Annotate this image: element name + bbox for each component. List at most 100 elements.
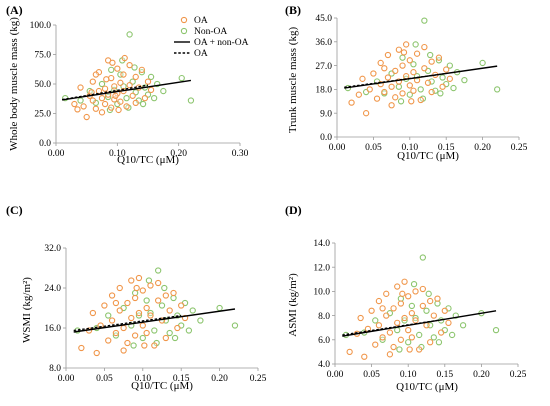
oa-point: [383, 312, 390, 319]
non-oa-point: [171, 334, 179, 342]
oa-point: [403, 41, 410, 48]
non-oa-point: [397, 98, 405, 105]
x-tick-label: 0.15: [436, 370, 453, 380]
oa-point: [386, 351, 394, 358]
oa-point: [412, 317, 419, 324]
oa-point: [124, 339, 131, 347]
legend-label: Non-OA: [194, 27, 227, 37]
non-oa-point: [396, 346, 403, 353]
fit-line-all: [344, 65, 498, 89]
oa-point: [120, 71, 127, 78]
oa-point: [397, 336, 405, 343]
x-tick-label: 0.00: [327, 370, 344, 380]
non-oa-point: [166, 329, 173, 337]
non-oa-point: [151, 327, 158, 334]
oa-point: [124, 299, 131, 307]
oa-point: [377, 59, 384, 67]
oa-point: [416, 346, 423, 353]
oa-point: [412, 288, 419, 295]
oa-point: [103, 76, 110, 83]
oa-point: [101, 85, 109, 92]
oa-point: [421, 43, 428, 51]
oa-point: [178, 302, 185, 309]
y-tick-label: 0.0: [320, 133, 332, 143]
non-oa-point: [408, 302, 416, 310]
oa-point: [112, 92, 119, 99]
y-tick-label: 6.0: [318, 336, 330, 346]
oa-point: [408, 98, 415, 105]
oa-point: [375, 297, 383, 305]
oa-point: [144, 78, 152, 85]
oa-point: [346, 348, 353, 356]
y-tick-label: 27.0: [315, 62, 332, 72]
oa-point: [83, 113, 90, 121]
oa-point: [155, 279, 162, 287]
x-tick-label: 0.00: [58, 374, 75, 384]
y-tick-label: 36.0: [315, 38, 332, 48]
non-oa-point: [185, 327, 193, 334]
oa-point: [126, 82, 133, 89]
oa-point: [366, 86, 373, 93]
oa-point: [383, 290, 390, 297]
non-oa-point: [430, 334, 437, 341]
oa-point: [375, 322, 383, 329]
oa-point: [155, 297, 162, 304]
non-oa-point: [419, 254, 426, 261]
non-oa-point: [450, 84, 457, 92]
y-tick-label: 45.0: [315, 14, 332, 24]
non-oa-point: [131, 64, 138, 71]
non-oa-point: [108, 66, 115, 73]
oa-point: [115, 106, 122, 114]
oa-point: [392, 67, 399, 75]
non-oa-point: [150, 95, 158, 102]
non-oa-point: [448, 331, 456, 339]
oa-point: [427, 339, 434, 346]
y-tick-label: 25.0: [34, 110, 51, 120]
legend-marker: [180, 16, 188, 24]
non-oa-point: [160, 87, 167, 95]
non-oa-point: [189, 307, 196, 314]
oa-point: [108, 317, 116, 324]
fit-line-oa: [342, 318, 445, 336]
oa-point: [406, 82, 413, 89]
x-tick-label: 0.10: [400, 370, 417, 380]
oa-point: [114, 65, 121, 72]
y-tick-label: 9.0: [320, 109, 332, 119]
y-axis-title: Whole body muscle mass (kg): [8, 17, 20, 151]
x-tick-label: 0.20: [474, 143, 491, 153]
legend-label: OA: [194, 49, 208, 59]
non-oa-point: [492, 326, 500, 334]
x-tick-label: 0.05: [365, 143, 382, 153]
oa-point: [121, 54, 128, 62]
oa-point: [80, 103, 87, 110]
oa-point: [355, 91, 362, 98]
oa-point: [105, 337, 112, 344]
oa-point: [410, 87, 417, 94]
oa-point: [126, 61, 133, 69]
oa-point: [120, 347, 127, 354]
non-oa-point: [170, 294, 177, 302]
oa-point: [403, 73, 410, 80]
oa-point: [427, 297, 434, 305]
oa-point: [410, 69, 417, 76]
oa-point: [108, 74, 115, 82]
oa-point: [408, 310, 416, 317]
non-oa-point: [178, 74, 185, 82]
panel-letter: (B): [285, 3, 301, 17]
oa-point: [101, 302, 108, 309]
oa-point: [108, 292, 116, 299]
oa-point: [405, 293, 412, 300]
oa-point: [170, 289, 177, 297]
legend-marker: [180, 27, 188, 35]
non-oa-point: [77, 97, 84, 104]
fit-line-oa: [73, 314, 182, 332]
y-tick-label: 0.0: [39, 139, 51, 149]
non-oa-point: [439, 74, 446, 81]
oa-point: [89, 78, 96, 85]
non-oa-point: [423, 307, 430, 314]
fit-line-all: [73, 308, 236, 333]
oa-point: [98, 109, 106, 116]
non-oa-point: [131, 289, 139, 297]
